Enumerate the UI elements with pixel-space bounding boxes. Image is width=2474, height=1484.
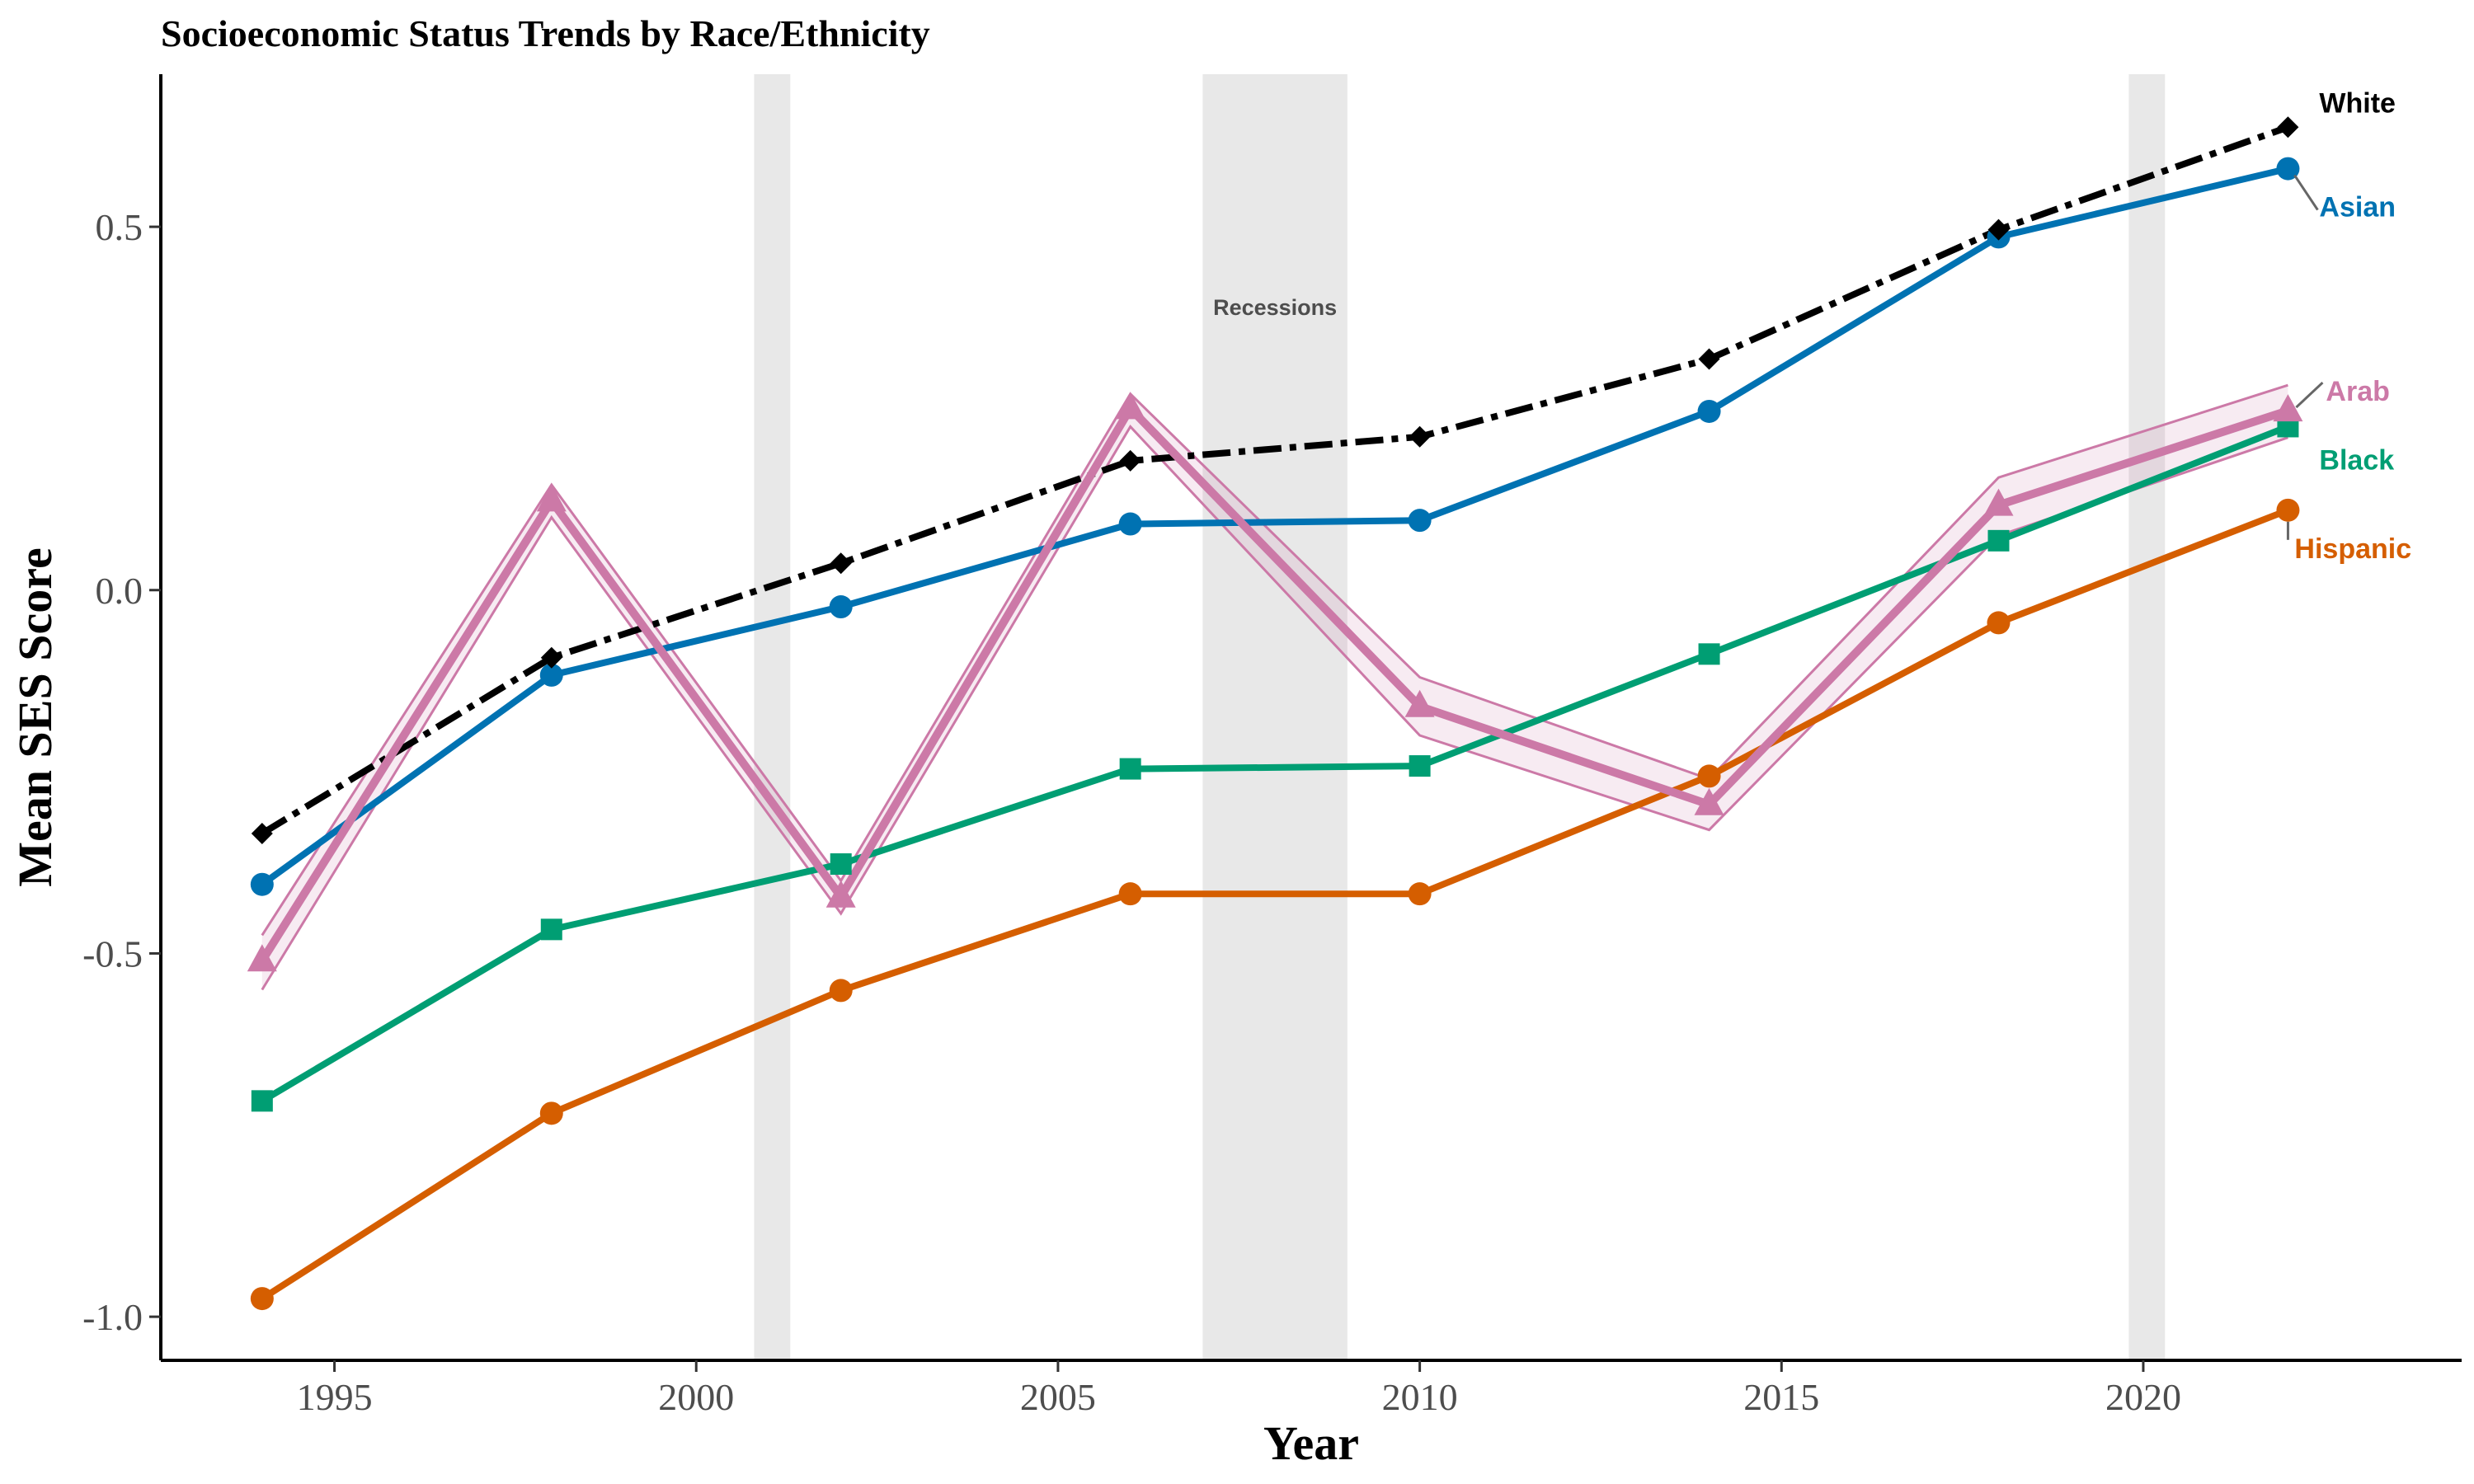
white-point-1998 — [540, 646, 562, 669]
x-tick-label-1995: 1995 — [297, 1376, 373, 1418]
black-label: Black — [2319, 444, 2394, 476]
white-point-2010 — [1409, 425, 1431, 448]
arab-line — [257, 404, 2293, 965]
series-markers — [247, 116, 2303, 1311]
recession-shading: Recessions — [754, 74, 2166, 1360]
arab-label: Arab — [2326, 376, 2389, 407]
white-point-2006 — [1119, 449, 1141, 472]
hispanic-point-1998 — [539, 1101, 563, 1125]
asian-label: Asian — [2319, 192, 2396, 223]
y-tick-label-2: 0.0 — [96, 570, 143, 612]
arab-point-2010 — [1404, 689, 1435, 717]
x-tick-label-2010: 2010 — [1382, 1376, 1458, 1418]
y-tick-label-3: 0.5 — [96, 206, 143, 248]
x-tick-label-2000: 2000 — [658, 1376, 734, 1418]
confidence-bands — [261, 383, 2288, 991]
white-line — [260, 124, 2289, 837]
recession-band-3 — [2128, 74, 2166, 1360]
hispanic-point-1994 — [250, 1287, 274, 1311]
hispanic-point-2010 — [1408, 882, 1432, 906]
black-point-2002 — [830, 853, 852, 876]
series-lines — [257, 124, 2293, 1303]
white-point-1994 — [251, 823, 273, 844]
arab-point-1998 — [536, 484, 567, 512]
arab-point-2002 — [825, 880, 856, 908]
black-point-2014 — [1698, 643, 1720, 665]
arab-point-2022 — [2273, 394, 2303, 422]
ticks: 1995 2000 2005 2010 2015 2020 -1.0 -0.5 0.0 0.5 — [82, 206, 2181, 1418]
black-point-1998 — [540, 918, 562, 941]
asian-point-1994 — [250, 872, 274, 896]
asian-label-leader — [2293, 174, 2319, 211]
arab-point-2006 — [1115, 392, 1145, 420]
y-tick-label-1: -0.5 — [82, 932, 143, 974]
arab-point-2014 — [1694, 787, 1724, 815]
asian-point-2002 — [829, 595, 853, 619]
hispanic-point-2018 — [1987, 611, 2011, 635]
hispanic-point-2006 — [1118, 882, 1142, 906]
asian-point-2010 — [1408, 509, 1432, 533]
hispanic-point-2002 — [829, 979, 853, 1003]
white-point-2018 — [1987, 218, 2010, 241]
recession-band-2 — [1202, 74, 1348, 1360]
hispanic-line — [258, 506, 2292, 1303]
black-point-2010 — [1409, 755, 1431, 777]
white-point-2022 — [2277, 116, 2299, 139]
y-axis-title: Mean SES Score — [8, 547, 62, 886]
white-label: White — [2319, 87, 2396, 119]
recession-band-1 — [754, 74, 791, 1360]
asian-point-2014 — [1697, 399, 1721, 423]
hispanic-label: Hispanic — [2294, 533, 2411, 565]
asian-point-1998 — [539, 663, 563, 687]
series-labels: White Asian Arab Black Hispanic — [2286, 87, 2411, 565]
arab-point-1994 — [247, 944, 277, 972]
hispanic-point-2014 — [1697, 764, 1721, 788]
chart-title: Socioeconomic Status Trends by Race/Ethn… — [161, 12, 930, 54]
recession-label: Recessions — [1213, 295, 1337, 320]
black-point-2018 — [1987, 529, 2010, 552]
arab-label-leader — [2295, 381, 2324, 409]
black-point-2006 — [1119, 758, 1141, 780]
hispanic-point-2022 — [2276, 498, 2300, 522]
black-point-1994 — [251, 1090, 273, 1112]
x-tick-label-2015: 2015 — [1743, 1376, 1819, 1418]
asian-point-2006 — [1118, 512, 1142, 536]
white-point-2002 — [830, 552, 852, 575]
asian-line — [258, 165, 2292, 888]
x-tick-label-2020: 2020 — [2105, 1376, 2181, 1418]
axes — [159, 74, 2462, 1362]
arab-point-2018 — [1983, 488, 2014, 516]
white-point-2014 — [1698, 348, 1720, 370]
asian-point-2022 — [2276, 157, 2300, 181]
arab-band-upper — [261, 383, 2288, 937]
x-tick-label-2005: 2005 — [1020, 1376, 1096, 1418]
arab-band-lower — [261, 425, 2288, 991]
y-tick-label-0: -1.0 — [82, 1296, 143, 1338]
x-axis-title: Year — [1263, 1416, 1359, 1470]
